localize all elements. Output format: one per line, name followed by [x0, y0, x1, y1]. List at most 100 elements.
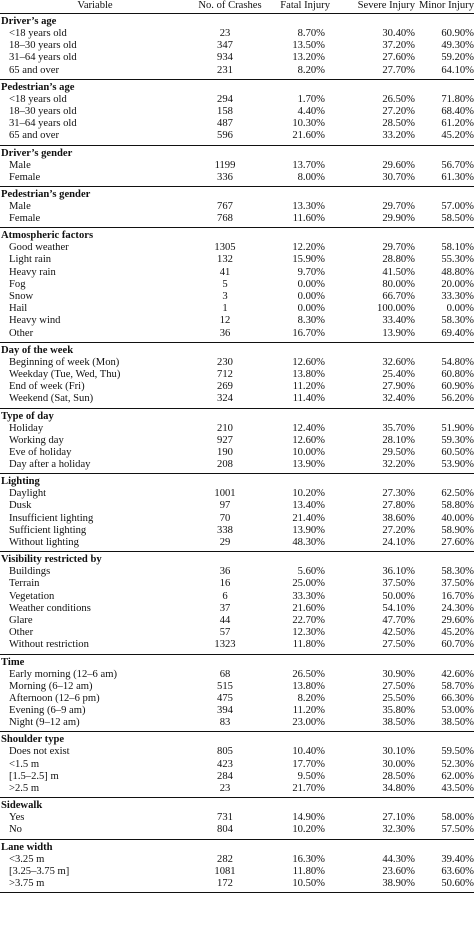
cell-variable: Weather conditions — [9, 602, 91, 614]
table-row: Night (9–12 am) 83 23.00% 38.50% 38.50% — [0, 717, 474, 729]
cell-fatal: 8.70% — [297, 28, 325, 39]
cell-crashes: 97 — [219, 500, 231, 512]
table-section: Driver’s gender Male 1199 13.70% 29.60% 56.70… — [0, 146, 474, 187]
section-title: Driver’s age — [1, 16, 57, 27]
cell-crashes: 57 — [219, 627, 231, 639]
cell-severe: 30.40% — [382, 28, 415, 39]
cell-minor: 54.80% — [441, 356, 474, 368]
section-title: Lighting — [1, 476, 40, 488]
section-title: Visibility restricted by — [1, 554, 102, 566]
cell-minor: 49.30% — [441, 40, 474, 52]
cell-variable: Holiday — [9, 422, 44, 434]
table-row: Terrain 16 25.00% 37.50% 37.50% — [0, 578, 474, 590]
cell-variable: Vegetation — [9, 590, 55, 602]
cell-fatal: 5.60% — [297, 566, 325, 578]
table-section: Lighting Daylight 1001 10.20% 27.30% 62.50% Du… — [0, 474, 474, 553]
cell-variable: Beginning of week (Mon) — [9, 356, 120, 368]
cell-severe: 36.10% — [382, 566, 415, 578]
cell-severe: 30.70% — [382, 171, 415, 183]
cell-fatal: 13.80% — [292, 680, 325, 692]
cell-fatal: 11.20% — [292, 705, 325, 717]
table-row: Buildings 36 5.60% 36.10% 58.30% — [0, 566, 474, 578]
cell-variable: Weekend (Sat, Sun) — [9, 393, 94, 405]
cell-severe: 27.30% — [382, 488, 415, 500]
cell-crashes: 804 — [217, 824, 233, 836]
table-section: Type of day Holiday 210 12.40% 35.70% 51.90% W… — [0, 409, 474, 475]
cell-crashes: 29 — [219, 537, 231, 548]
header-fatal: Fatal Injury — [280, 0, 330, 12]
cell-variable: Sufficient lighting — [9, 524, 87, 536]
cell-severe: 27.20% — [382, 105, 415, 117]
table-row: Morning (6–12 am) 515 13.80% 27.50% 58.70% — [0, 681, 474, 693]
cell-fatal: 11.20% — [292, 381, 325, 393]
cell-fatal: 10.40% — [292, 746, 325, 758]
cell-minor: 56.70% — [441, 159, 474, 171]
cell-fatal: 13.70% — [292, 159, 325, 171]
cell-severe: 50.00% — [382, 590, 415, 602]
cell-minor: 51.90% — [441, 422, 474, 434]
table-row: Beginning of week (Mon) 230 12.60% 32.60% 54… — [0, 357, 474, 369]
cell-minor: 61.20% — [441, 118, 474, 130]
cell-variable: <18 years old — [9, 28, 67, 39]
cell-crashes: 68 — [219, 668, 231, 680]
cell-fatal: 16.30% — [292, 853, 325, 865]
cell-crashes: 23 — [219, 783, 231, 794]
cell-variable: 65 and over — [9, 64, 60, 76]
cell-minor: 53.00% — [441, 705, 474, 717]
cell-minor: 52.30% — [441, 758, 474, 770]
cell-crashes: 210 — [217, 422, 233, 434]
table-row: <3.25 m 282 16.30% 44.30% 39.40% — [0, 854, 474, 866]
cell-crashes: 805 — [217, 746, 233, 758]
cell-crashes: 423 — [217, 758, 233, 770]
table-row: Male 1199 13.70% 29.60% 56.70% — [0, 160, 474, 172]
cell-severe: 32.40% — [382, 393, 415, 405]
cell-minor: 45.20% — [441, 627, 474, 639]
section-title: Lane width — [1, 841, 53, 853]
table-row: Insufficient lighting 70 21.40% 38.60% 40.00… — [0, 513, 474, 525]
section-title: Day of the week — [1, 344, 74, 356]
cell-variable: <1.5 m — [9, 758, 40, 770]
cell-severe: 27.90% — [382, 381, 415, 393]
cell-minor: 57.50% — [441, 824, 474, 836]
cell-variable: Male — [9, 159, 31, 171]
cell-severe: 32.30% — [382, 824, 415, 836]
header-severe: Severe Injury — [357, 0, 415, 12]
cell-crashes: 768 — [217, 213, 233, 225]
table-row: Without restriction 1323 11.80% 27.50% 60.70… — [0, 639, 474, 651]
cell-minor: 58.30% — [441, 566, 474, 578]
cell-severe: 23.60% — [382, 865, 415, 877]
cell-fatal: 22.70% — [292, 614, 325, 626]
cell-variable: Afternoon (12–6 pm) — [9, 692, 100, 704]
cell-fatal: 12.20% — [292, 242, 325, 254]
cell-fatal: 8.20% — [297, 692, 325, 704]
cell-severe: 33.40% — [382, 315, 415, 327]
table-section: Pedestrian’s gender Male 767 13.30% 29.70% 57… — [0, 187, 474, 229]
cell-fatal: 11.80% — [292, 639, 325, 651]
table-row: Glare 44 22.70% 47.70% 29.60% — [0, 615, 474, 627]
cell-variable: Day after a holiday — [9, 459, 91, 471]
cell-crashes: 132 — [217, 254, 233, 266]
cell-minor: 48.80% — [441, 266, 474, 278]
table-row: Snow 3 0.00% 66.70% 33.30% — [0, 291, 474, 303]
section-title: Type of day — [1, 410, 54, 422]
cell-crashes: 208 — [217, 459, 233, 471]
cell-severe: 25.40% — [382, 368, 415, 380]
cell-crashes: 336 — [217, 171, 233, 183]
cell-minor: 45.20% — [441, 130, 474, 142]
table-row: Female 768 11.60% 29.90% 58.50% — [0, 213, 474, 225]
section-title: Time — [1, 656, 25, 668]
cell-minor: 50.60% — [441, 877, 474, 889]
cell-fatal: 21.40% — [292, 512, 325, 524]
cell-variable: 31–64 years old — [9, 118, 77, 130]
header-minor: Minor Injury — [418, 0, 474, 12]
table-row: Weekend (Sat, Sun) 324 11.40% 32.40% 56.20% — [0, 393, 474, 405]
cell-minor: 55.30% — [441, 254, 474, 266]
table-section: Lane width <3.25 m 282 16.30% 44.30% 39.40% [3… — [0, 840, 474, 894]
cell-minor: 58.80% — [441, 500, 474, 512]
cell-crashes: 1323 — [214, 639, 236, 651]
cell-severe: 37.20% — [382, 40, 415, 52]
cell-severe: 54.10% — [382, 602, 415, 614]
table-row: Fog 5 0.00% 80.00% 20.00% — [0, 279, 474, 291]
table-row: Sufficient lighting 338 13.90% 27.20% 58.90% — [0, 525, 474, 537]
cell-variable: Heavy rain — [9, 266, 56, 278]
